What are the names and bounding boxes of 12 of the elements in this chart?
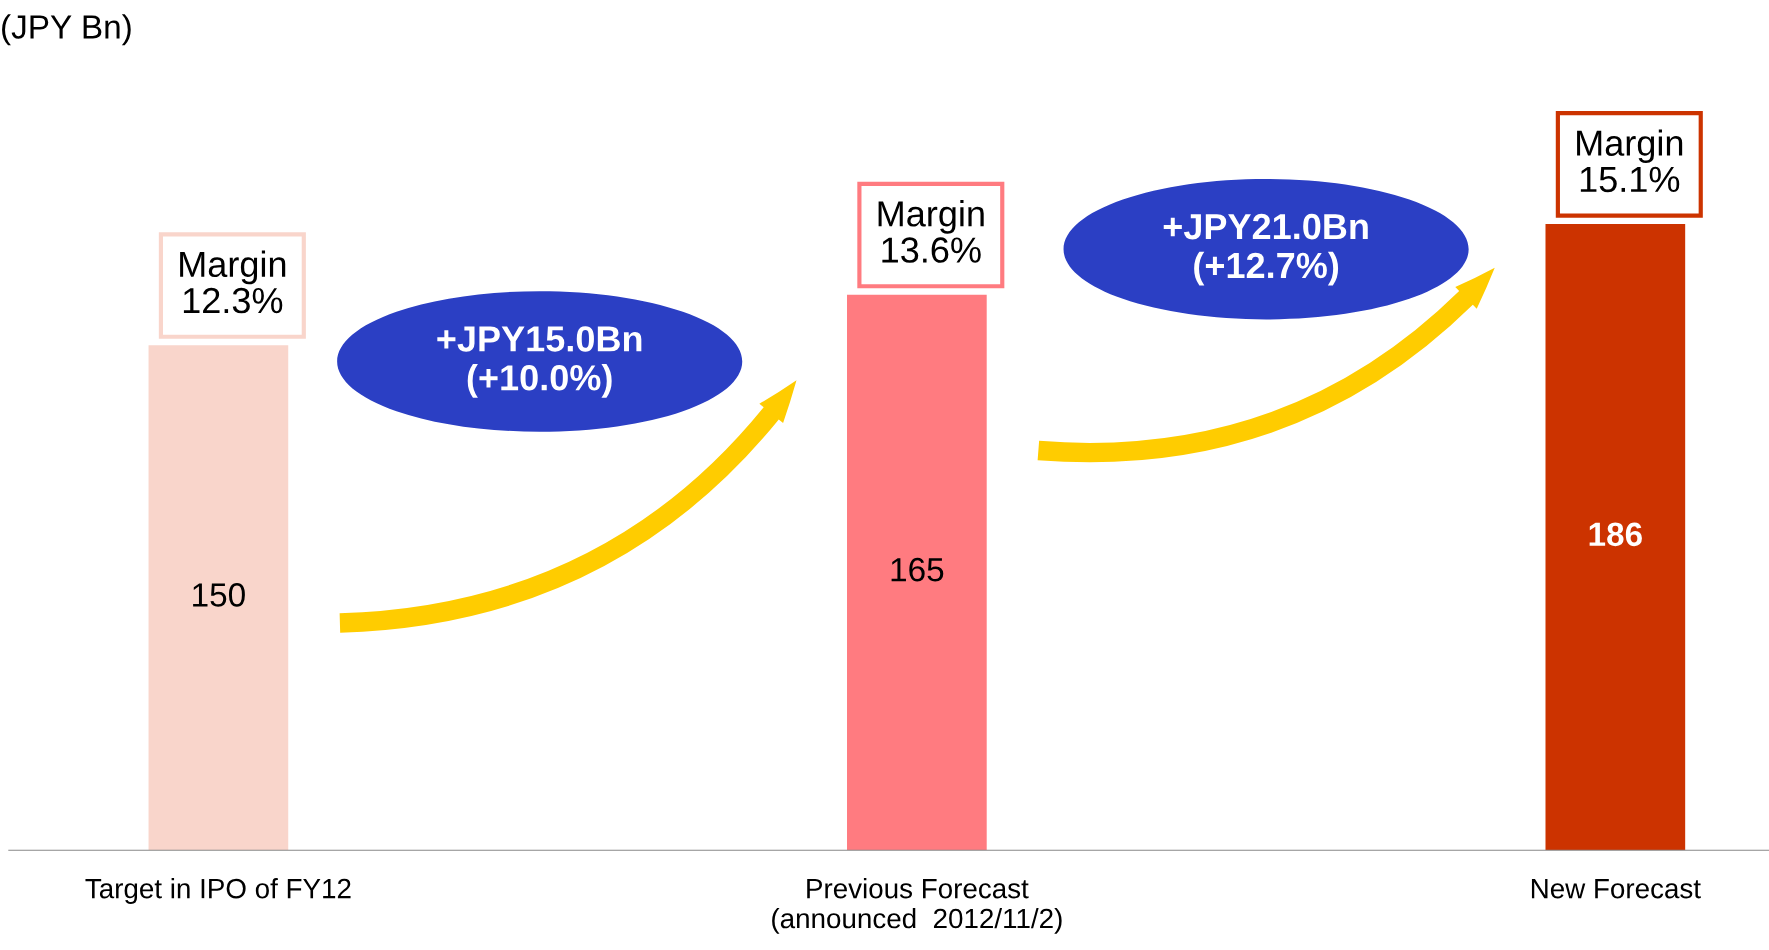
x-tick-label: New Forecast [1531, 879, 1701, 899]
data-label: 150 [193, 583, 245, 607]
annotation: +JPY15.0Bn (+10.0%) [437, 326, 642, 398]
annotation: Margin 13.6% [878, 200, 984, 263]
data-label: 165 [891, 557, 944, 582]
annotation: Margin 15.1% [1577, 129, 1683, 193]
data-label: 186 [1589, 522, 1642, 547]
x-tick-label: Target in IPO of FY12 [85, 878, 351, 904]
annotation: +JPY21.0Bn (+12.7%) [1163, 213, 1368, 286]
text: (JPY Bn) [2, 14, 131, 46]
x-tick-label: Previous Forecast (announced 2012/11/2) [772, 878, 1062, 934]
annotation: Margin 12.3% [180, 250, 286, 314]
